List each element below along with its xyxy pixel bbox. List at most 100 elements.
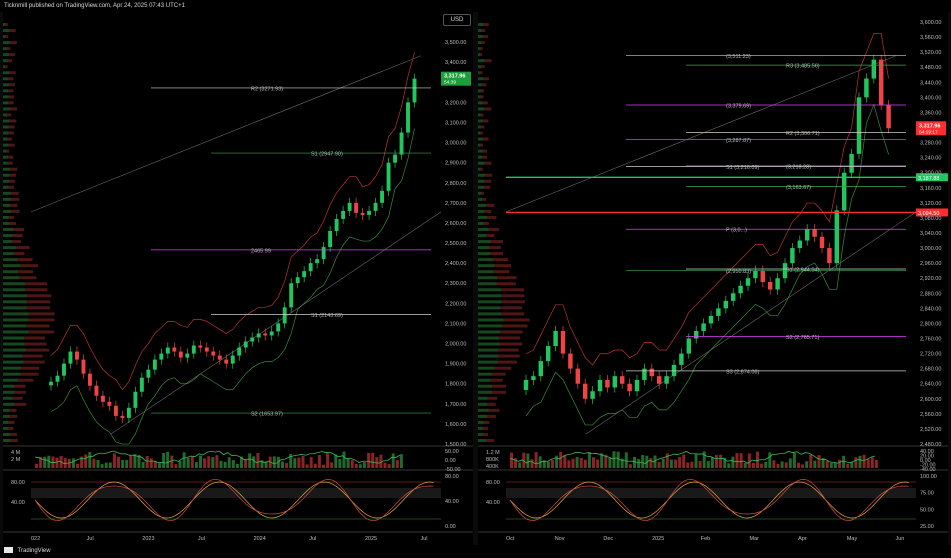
volume-profile-bar bbox=[3, 234, 13, 237]
volume-bar bbox=[744, 463, 747, 468]
volume-bar bbox=[314, 464, 317, 468]
volume-bar bbox=[232, 460, 235, 468]
candle-body bbox=[835, 210, 839, 263]
pivot-level-label: S2 (2,765.71) bbox=[786, 335, 819, 341]
candle-body bbox=[679, 354, 683, 365]
volume-bar bbox=[228, 457, 231, 468]
candle-body bbox=[716, 308, 720, 316]
volume-bar bbox=[789, 458, 792, 468]
candle-body bbox=[133, 392, 137, 408]
candle-body bbox=[738, 286, 742, 294]
volume-profile-bar bbox=[3, 391, 14, 394]
volume-profile-bar bbox=[18, 379, 33, 382]
left-chart-svg[interactable]: R2 (3271.93) S1 (2947.90) 2465.99 S1 (2143.… bbox=[3, 12, 473, 545]
volume-bar bbox=[273, 456, 276, 468]
volume-profile-bar bbox=[8, 216, 13, 219]
price-axis-tick: 2,100.00 bbox=[445, 321, 466, 327]
volume-profile-bar bbox=[480, 168, 482, 171]
bollinger-lower bbox=[51, 129, 415, 444]
volume-profile-bar bbox=[492, 391, 506, 394]
volume-profile-bar bbox=[3, 101, 8, 104]
pivot-level-label: (3,379.69) bbox=[726, 104, 751, 110]
candle-body bbox=[172, 348, 176, 352]
time-axis-tick: Dec bbox=[603, 536, 613, 542]
stoch-axis-tick: 0.00 bbox=[445, 524, 456, 530]
volume-profile-bar bbox=[478, 433, 483, 436]
volume-profile-bar bbox=[478, 373, 492, 376]
volume-bar bbox=[658, 462, 661, 468]
volume-bar bbox=[400, 454, 403, 468]
volume-profile-bar bbox=[29, 330, 55, 333]
pivot-level-label: S1 (3,216.09) bbox=[726, 165, 759, 171]
candle-body bbox=[753, 271, 757, 279]
left-chart-panel[interactable]: USD R2 (3271.93) S1 (2947.90) 2465.99 S1 (2… bbox=[3, 12, 473, 545]
candle-body bbox=[598, 380, 602, 391]
volume-bar bbox=[563, 455, 566, 468]
volume-profile-bar bbox=[481, 192, 484, 195]
volume-bar bbox=[809, 455, 812, 468]
right-chart-panel[interactable]: (3,511.23) R3 (3,485.56) (3,379.69) R2 (3,3… bbox=[478, 12, 948, 545]
volume-profile-bar bbox=[483, 427, 488, 430]
volume-profile-bar bbox=[487, 415, 496, 418]
time-axis-tick: 2025 bbox=[365, 536, 377, 542]
volume-profile-bar bbox=[20, 276, 37, 279]
candle-body bbox=[289, 283, 293, 307]
candle-body bbox=[583, 384, 587, 399]
volume-profile-bar bbox=[481, 65, 484, 68]
volume-bar bbox=[781, 461, 784, 468]
volume-profile-bar bbox=[14, 252, 25, 255]
pivot-level-label: 2465.99 bbox=[251, 248, 271, 254]
volume-bar bbox=[105, 463, 108, 468]
volume-profile-bar bbox=[15, 403, 27, 406]
pivot-level-label: (2,950.83) bbox=[726, 269, 751, 275]
volume-bar bbox=[871, 457, 874, 468]
volume-bar bbox=[526, 453, 529, 468]
volume-bar bbox=[834, 462, 837, 468]
volume-profile-bar bbox=[481, 41, 484, 44]
volume-profile-bar bbox=[478, 29, 482, 32]
volume-profile-bar bbox=[12, 240, 21, 243]
time-axis-tick: Jul bbox=[87, 536, 94, 542]
candle-body bbox=[270, 331, 274, 335]
pivot-level-label: R2 (3271.93) bbox=[251, 86, 283, 92]
volume-profile-bar bbox=[478, 162, 485, 165]
volume-profile-bar bbox=[478, 367, 495, 370]
candle-body bbox=[879, 60, 883, 105]
candle-body bbox=[94, 386, 98, 396]
price-axis-tick: 3,600.00 bbox=[920, 20, 941, 26]
volume-profile-bar bbox=[483, 77, 488, 80]
volume-profile-bar bbox=[485, 59, 492, 62]
pivot-level-label: (3,287.87) bbox=[726, 138, 751, 144]
volume-bar bbox=[121, 460, 124, 468]
volume-profile-bar bbox=[5, 23, 7, 26]
time-axis-tick: Apr bbox=[798, 536, 807, 542]
volume-profile-bar bbox=[27, 294, 51, 297]
volume-profile-bar bbox=[483, 119, 488, 122]
volume-bar bbox=[236, 464, 239, 468]
price-axis-tick: 2,960.00 bbox=[920, 261, 941, 267]
volume-profile-bar bbox=[478, 294, 501, 297]
volume-axis-tick: 400K bbox=[486, 464, 499, 470]
volume-bar bbox=[678, 457, 681, 468]
pivot-level-label: P (3,0...) bbox=[726, 228, 747, 234]
volume-axis-tick: 4 M bbox=[11, 450, 21, 456]
price-axis-tick: 2,520.00 bbox=[920, 427, 941, 433]
right-chart-svg[interactable]: (3,511.23) R3 (3,485.56) (3,379.69) R2 (3,3… bbox=[478, 12, 948, 545]
currency-button[interactable]: USD bbox=[443, 14, 471, 26]
publish-header: Ticknmill published on TradingView.com, … bbox=[0, 0, 951, 12]
volume-bar bbox=[281, 461, 284, 468]
stoch-left-tick: 80.00 bbox=[486, 480, 500, 486]
volume-profile-bar bbox=[478, 53, 480, 56]
candle-body bbox=[101, 396, 105, 402]
volume-bar bbox=[793, 453, 796, 468]
candle-body bbox=[790, 248, 794, 263]
volume-profile-bar bbox=[478, 168, 480, 171]
volume-bar bbox=[359, 464, 362, 468]
price-axis-tick: 3,400.00 bbox=[920, 95, 941, 101]
volume-profile-bar bbox=[3, 210, 11, 213]
volume-profile-bar bbox=[497, 276, 516, 279]
volume-profile-bar bbox=[29, 312, 55, 315]
candle-body bbox=[250, 337, 254, 341]
volume-profile-bar bbox=[481, 95, 484, 98]
volume-bar bbox=[567, 460, 570, 468]
